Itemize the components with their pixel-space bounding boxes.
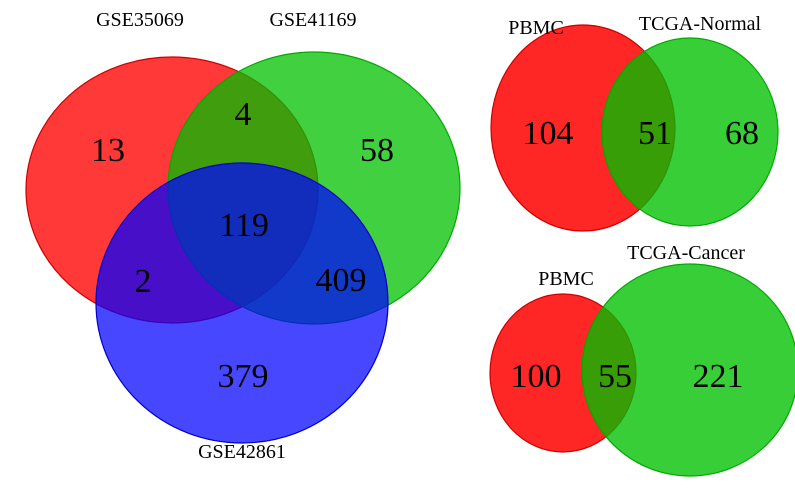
count-gse41169-only: 58 bbox=[360, 132, 394, 169]
venn-three-set: GSE35069 GSE41169 GSE42861 13 4 58 119 2… bbox=[25, 9, 461, 463]
venn-circle-gse42861 bbox=[95, 162, 389, 444]
venn-pbmc-tcga-cancer: PBMC TCGA-Cancer 100 55 221 bbox=[489, 242, 795, 477]
count-pbmc-tcga-normal-overlap: 51 bbox=[638, 115, 672, 152]
count-gse35069-gse42861: 2 bbox=[135, 263, 152, 300]
set-label-gse35069: GSE35069 bbox=[96, 9, 184, 31]
venn-circle-tcga-normal bbox=[601, 37, 779, 227]
count-gse35069-only: 13 bbox=[91, 132, 125, 169]
count-gse42861-only: 379 bbox=[218, 358, 269, 395]
count-tcga-normal-only: 68 bbox=[725, 115, 759, 152]
count-gse35069-gse41169: 4 bbox=[235, 96, 252, 133]
count-gse41169-gse42861: 409 bbox=[316, 262, 367, 299]
venn-pbmc-tcga-normal: PBMC TCGA-Normal 104 51 68 bbox=[490, 13, 779, 232]
set-label-gse42861: GSE42861 bbox=[198, 441, 286, 463]
venn-circle-tcga-cancer bbox=[581, 263, 795, 477]
set-label-pbmc: PBMC bbox=[538, 268, 594, 290]
set-label-tcga-normal: TCGA-Normal bbox=[639, 13, 762, 35]
set-label-pbmc: PBMC bbox=[508, 17, 564, 39]
count-pbmc-tcga-cancer-overlap: 55 bbox=[598, 358, 632, 395]
count-tcga-cancer-only: 221 bbox=[693, 358, 744, 395]
count-all-three: 119 bbox=[219, 207, 269, 244]
set-label-tcga-cancer: TCGA-Cancer bbox=[627, 242, 745, 264]
set-label-gse41169: GSE41169 bbox=[269, 9, 356, 31]
count-pbmc-only: 100 bbox=[511, 358, 562, 395]
count-pbmc-only: 104 bbox=[523, 115, 574, 152]
